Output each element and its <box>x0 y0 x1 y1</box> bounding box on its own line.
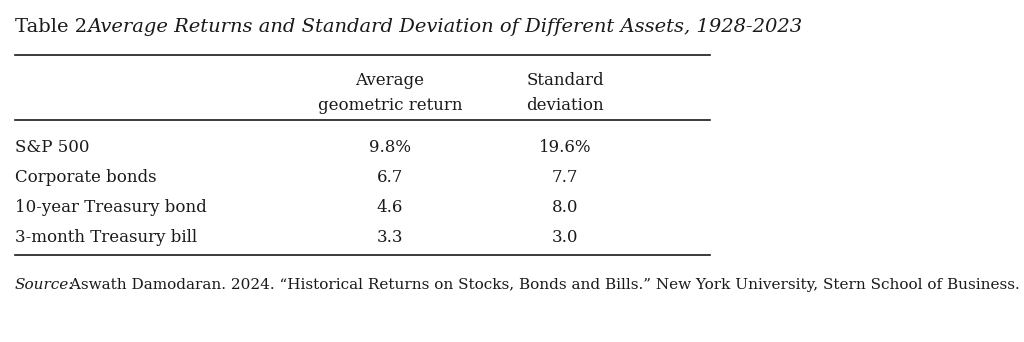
Text: Average Returns and Standard Deviation of Different Assets, 1928-2023: Average Returns and Standard Deviation o… <box>87 18 802 36</box>
Text: 10-year Treasury bond: 10-year Treasury bond <box>15 199 207 216</box>
Text: 4.6: 4.6 <box>377 199 403 216</box>
Text: 9.8%: 9.8% <box>369 140 411 157</box>
Text: 3.0: 3.0 <box>552 229 579 247</box>
Text: Average: Average <box>355 72 425 89</box>
Text: geometric return: geometric return <box>317 97 462 114</box>
Text: deviation: deviation <box>526 97 604 114</box>
Text: Aswath Damodaran. 2024. “Historical Returns on Stocks, Bonds and Bills.” New Yor: Aswath Damodaran. 2024. “Historical Retu… <box>65 278 1020 292</box>
Text: Corporate bonds: Corporate bonds <box>15 170 157 186</box>
Text: Standard: Standard <box>526 72 604 89</box>
Text: 7.7: 7.7 <box>552 170 579 186</box>
Text: 3.3: 3.3 <box>377 229 403 247</box>
Text: Source:: Source: <box>15 278 75 292</box>
Text: S&P 500: S&P 500 <box>15 140 89 157</box>
Text: 8.0: 8.0 <box>552 199 579 216</box>
Text: 19.6%: 19.6% <box>539 140 591 157</box>
Text: 6.7: 6.7 <box>377 170 403 186</box>
Text: 3-month Treasury bill: 3-month Treasury bill <box>15 229 198 247</box>
Text: Table 2.: Table 2. <box>15 18 99 36</box>
